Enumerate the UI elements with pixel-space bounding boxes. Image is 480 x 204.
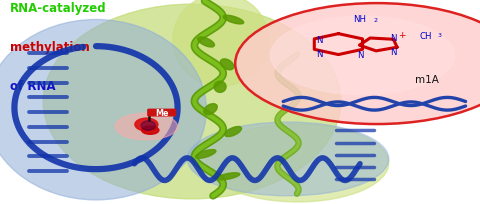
Text: Me: Me bbox=[155, 109, 168, 118]
Text: RNA-catalyzed: RNA-catalyzed bbox=[10, 2, 106, 15]
Ellipse shape bbox=[195, 150, 216, 159]
Text: N: N bbox=[357, 51, 363, 60]
Ellipse shape bbox=[225, 127, 241, 137]
Ellipse shape bbox=[214, 82, 226, 93]
Ellipse shape bbox=[223, 16, 244, 25]
Ellipse shape bbox=[187, 122, 389, 196]
Text: methylation: methylation bbox=[10, 41, 89, 54]
Text: N: N bbox=[316, 36, 323, 45]
Text: CH: CH bbox=[420, 32, 432, 41]
Circle shape bbox=[235, 4, 480, 124]
Text: m1A: m1A bbox=[415, 75, 439, 84]
FancyBboxPatch shape bbox=[148, 110, 176, 116]
Ellipse shape bbox=[142, 126, 159, 135]
Ellipse shape bbox=[220, 60, 234, 71]
Text: 2: 2 bbox=[373, 18, 377, 23]
Ellipse shape bbox=[204, 104, 217, 115]
Circle shape bbox=[270, 17, 455, 95]
Ellipse shape bbox=[216, 173, 240, 180]
Text: NH: NH bbox=[353, 14, 367, 23]
Text: 3: 3 bbox=[437, 33, 441, 38]
Text: of RNA: of RNA bbox=[10, 80, 55, 92]
Ellipse shape bbox=[206, 124, 389, 202]
Circle shape bbox=[115, 114, 178, 140]
Text: N: N bbox=[390, 33, 397, 42]
Text: N: N bbox=[316, 50, 323, 59]
Text: +: + bbox=[398, 31, 406, 40]
Ellipse shape bbox=[173, 0, 269, 87]
Ellipse shape bbox=[141, 121, 156, 131]
Ellipse shape bbox=[43, 5, 341, 199]
Ellipse shape bbox=[135, 119, 158, 131]
Ellipse shape bbox=[0, 20, 206, 200]
Text: N: N bbox=[390, 47, 397, 56]
Ellipse shape bbox=[198, 38, 215, 48]
